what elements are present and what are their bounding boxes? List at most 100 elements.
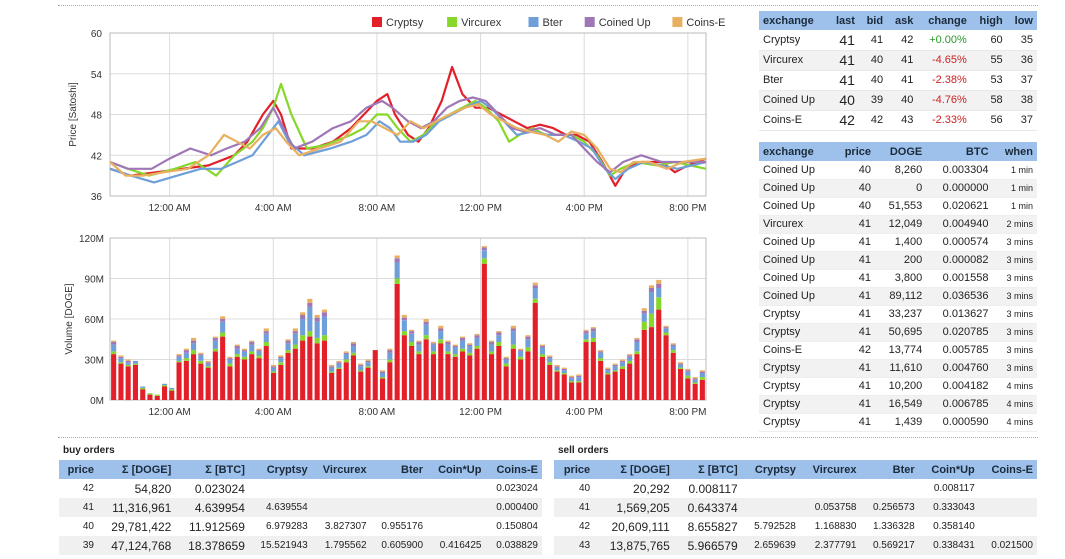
order-coinse: 0.000400 [485, 498, 542, 517]
trade-when: 2 mins [992, 215, 1037, 234]
volume-bar-coins-e [118, 355, 124, 357]
volume-bar-cryptsy [205, 367, 211, 400]
volume-bar-cryptsy [445, 354, 451, 400]
volume-bar-cryptsy [307, 336, 313, 400]
volume-bar-coins-e [605, 367, 611, 369]
order-vircurex [312, 479, 371, 498]
volume-bar-vircurex [162, 385, 168, 387]
volume-bar-cryptsy [692, 383, 698, 400]
volume-bar-coins-e [401, 314, 407, 318]
trade-btc: 0.005785 [926, 341, 993, 360]
volume-bar-bter [547, 358, 553, 363]
volume-bar-bter [452, 347, 458, 355]
trade-btc: 0.000590 [926, 413, 993, 432]
volume-bar-bter [692, 379, 698, 383]
ticker-column-header: last [827, 11, 859, 30]
buy_orders-column-header: Σ [BTC] [175, 460, 249, 479]
volume-bar-coined-up [176, 355, 182, 357]
volume-bar-cryptsy [678, 368, 684, 400]
volume-bar-vircurex [314, 337, 320, 344]
volume-bar-cryptsy [227, 366, 233, 401]
volume-x-tick-label: 8:00 AM [359, 407, 396, 418]
volume-bar-bter [118, 358, 124, 363]
volume-bar-bter [285, 343, 291, 351]
order-price: 39 [59, 536, 98, 555]
trade-doge: 8,260 [874, 161, 927, 180]
trade-btc: 0.020785 [926, 323, 993, 342]
volume-bar-bter [132, 360, 138, 364]
volume-bar-coins-e [183, 348, 189, 351]
order-bter: 0.256573 [860, 498, 919, 517]
volume-bar-bter [598, 352, 604, 359]
volume-bar-coined-up [569, 377, 575, 379]
volume-bar-coins-e [663, 325, 669, 328]
ticker-bid: 40 [858, 50, 888, 71]
ticker-change: -4.65% [917, 50, 971, 71]
volume-bar-bter [554, 367, 560, 371]
trade-exchange: Coined Up [759, 251, 833, 270]
volume-bar-coins-e [598, 350, 604, 352]
volume-bar-cryptsy [641, 329, 647, 400]
volume-x-tick-label: 4:00 AM [255, 407, 292, 418]
volume-bar-coins-e [503, 356, 509, 359]
volume-bar-cryptsy [314, 343, 320, 400]
volume-bar-bter [263, 333, 269, 342]
order-price: 40 [82, 521, 94, 532]
volume-bar-coins-e [358, 363, 364, 365]
price-y-tick-label: 54 [91, 70, 103, 81]
volume-bar-bter [292, 333, 298, 345]
volume-bar-vircurex [481, 258, 487, 264]
trade-row: Coined Up 40 51,553 0.020621 1 min [759, 197, 1037, 216]
ticker-high: 60 [970, 30, 1007, 51]
volume-bar-vircurex [510, 344, 516, 349]
volume-bar-coined-up [460, 337, 466, 341]
volume-bar-coined-up [343, 352, 349, 355]
trade-when: 3 mins [992, 287, 1037, 306]
volume-y-tick-label: 120M [79, 234, 104, 245]
price-line-coined-up [109, 96, 706, 174]
trade-price: 41 [832, 215, 875, 234]
volume-x-tick-label: 12:00 PM [459, 407, 502, 418]
order-coinse: 0.038829 [485, 536, 542, 555]
order-row: 40 20,292 0.008117 0.008117 [554, 479, 1037, 498]
volume-bar-bter [198, 355, 204, 361]
volume-bar-coins-e [176, 354, 182, 356]
volume-bar-coins-e [699, 370, 705, 372]
volume-bar-bter [314, 321, 320, 338]
volume-bar-vircurex [554, 370, 560, 372]
volume-bar-coined-up [438, 328, 444, 332]
volume-bar-bter [191, 343, 197, 351]
volume-bar-bter [627, 356, 633, 361]
order-sum-doge: 11,316,961 [97, 498, 176, 517]
volume-bar-coins-e [300, 312, 306, 315]
volume-bar-vircurex [496, 341, 502, 346]
volume-bar-bter [387, 352, 393, 360]
volume-bar-bter [256, 351, 262, 356]
volume-x-tick-label: 8:00 PM [669, 407, 706, 418]
ticker-ask: 41 [887, 70, 918, 91]
volume-bar-coins-e [452, 344, 458, 346]
volume-bar-coins-e [496, 331, 502, 333]
volume-bar-bter [699, 373, 705, 378]
volume-bar-vircurex [358, 370, 364, 372]
volume-bar-bter [489, 344, 495, 352]
volume-bar-coined-up [278, 356, 284, 359]
trade-price: 41 [832, 395, 875, 414]
volume-bar-cryptsy [423, 339, 429, 401]
volume-bar-coins-e [525, 335, 531, 337]
volume-bar-vircurex [387, 359, 393, 363]
price-x-tick-label: 12:00 AM [148, 203, 190, 214]
volume-bar-bter [329, 367, 335, 372]
order-row: 39 47,124,768 18.378659 15.521943 1.795562 0.… [59, 536, 542, 555]
volume-y-tick-label: 0M [90, 396, 104, 407]
legend-swatch-vircurex [447, 17, 458, 27]
volume-bar-coined-up [576, 375, 582, 378]
legend-swatch-bter [528, 17, 539, 27]
volume-bar-cryptsy [590, 341, 596, 400]
trade-exchange: Cryptsy [759, 323, 833, 342]
volume-bar-cryptsy [532, 302, 538, 400]
volume-bar-vircurex [292, 344, 298, 349]
order-sum-doge: 47,124,768 [97, 536, 176, 555]
volume-bar-bter [271, 367, 277, 372]
volume-bar-cryptsy [409, 346, 415, 400]
